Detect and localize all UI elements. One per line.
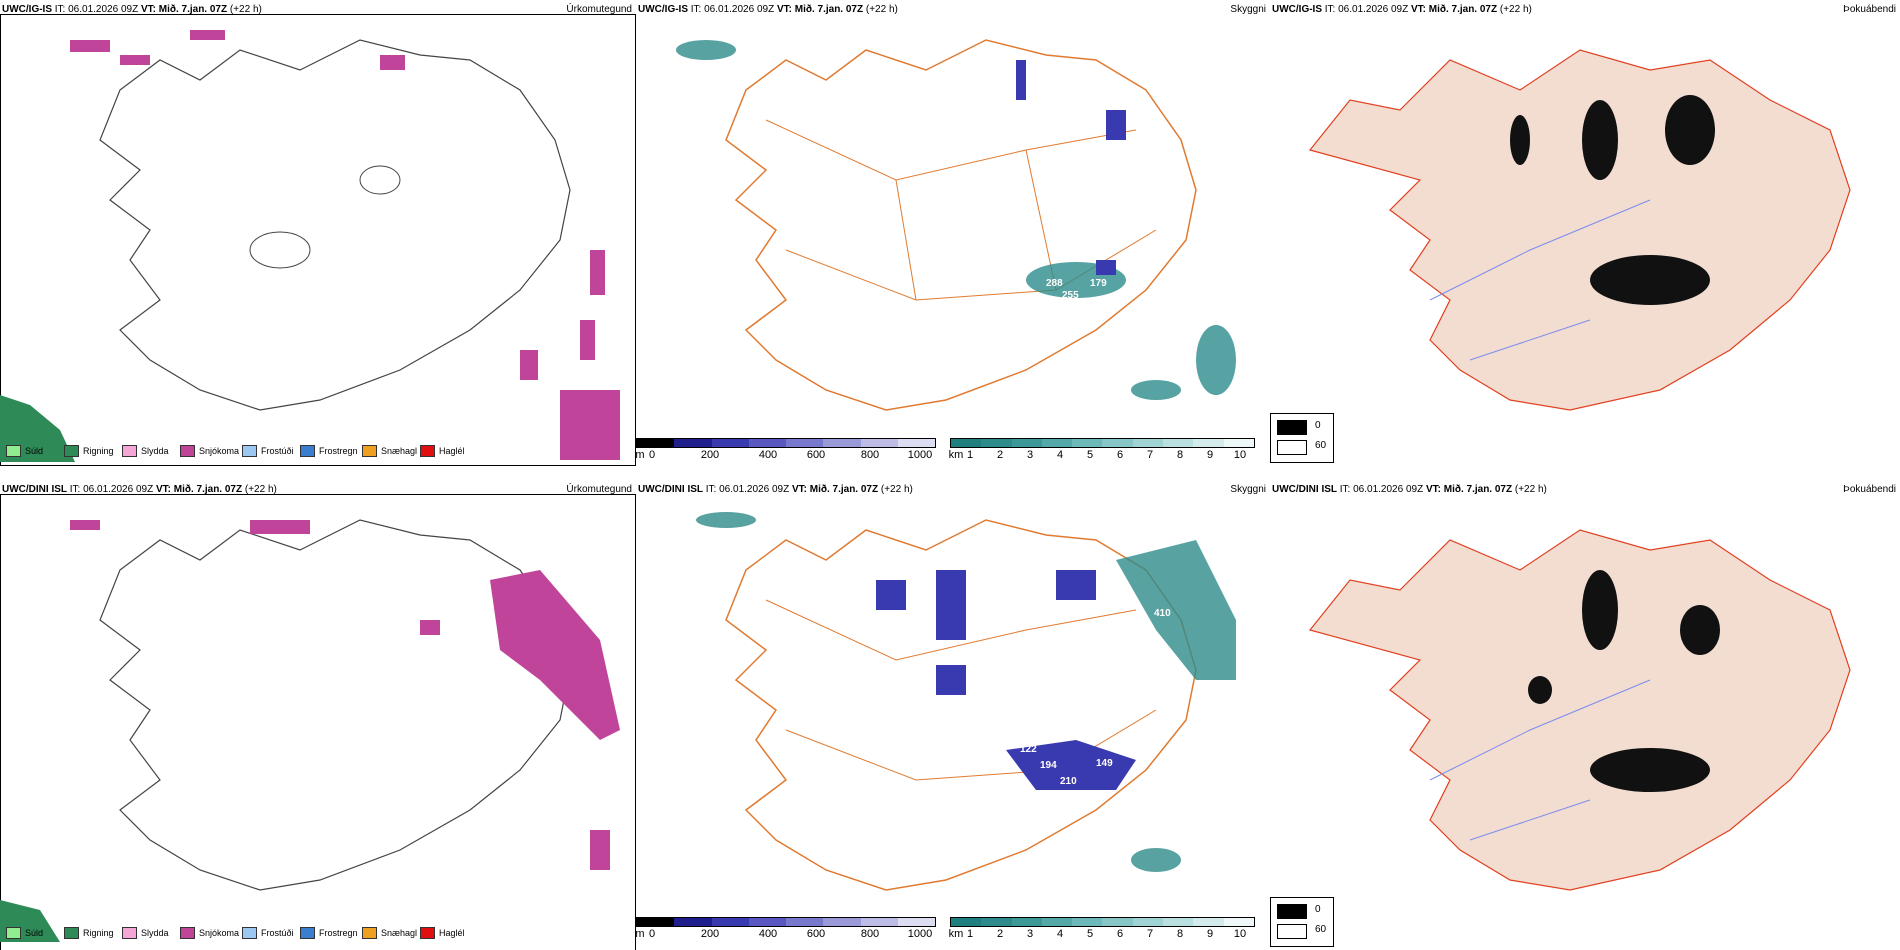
ceiling-colorbar: m 0 200 400 600 800 1000 <box>636 917 936 941</box>
panel-title: Þokuábendi <box>1843 484 1896 495</box>
precip-panel-dini: UWC/DINI ISL IT: 06.01.2026 09Z VT: Mið.… <box>0 480 636 950</box>
precip-map <box>0 30 620 462</box>
precip-legend: Súld Rigning Slydda Snjókoma Frostúði Fr… <box>0 922 636 944</box>
visibility-unit: km <box>948 449 964 461</box>
visibility-map <box>696 512 1236 891</box>
precip-legend: Súld Rigning Slydda Snjókoma Frostúði Fr… <box>0 440 636 462</box>
fog-panel-dini: UWC/DINI ISL IT: 06.01.2026 09Z VT: Mið.… <box>1270 480 1900 950</box>
panel-title: Skyggni <box>1230 484 1266 495</box>
panel-header: UWC/DINI ISL IT: 06.01.2026 09Z VT: Mið.… <box>638 484 1266 495</box>
panel-title: Úrkomutegund <box>566 484 632 495</box>
model-name: UWC/IG-IS <box>2 4 52 15</box>
visibility-colorbar: km 1 2 3 4 5 6 7 8 9 10 <box>949 917 1255 941</box>
cloud-legend-row2: 0 60 <box>1270 897 1334 947</box>
visibility-colorbar: km 1 2 3 4 5 6 7 8 9 10 <box>948 438 1255 462</box>
panel-header: UWC/IG-IS IT: 06.01.2026 09Z VT: Mið. 7.… <box>1272 4 1896 15</box>
iceland-outline <box>99 39 571 411</box>
visibility-patches <box>676 40 1236 400</box>
panel-title: Þokuábendi <box>1843 4 1896 15</box>
panel-header: UWC/IG-IS IT: 06.01.2026 09Z VT: Mið. 7.… <box>638 4 1266 15</box>
fog-map <box>1308 49 1851 411</box>
snow-patches <box>70 30 620 460</box>
precip-map <box>0 519 620 942</box>
panel-header: UWC/DINI ISL IT: 06.01.2026 09Z VT: Mið.… <box>2 484 632 495</box>
panel-header: UWC/IG-IS IT: 06.01.2026 09Z VT: Mið. 7.… <box>2 4 632 15</box>
panel-frame <box>0 494 636 950</box>
panel-frame <box>0 14 636 466</box>
fog-map <box>1308 529 1851 891</box>
visibility-map <box>676 39 1236 411</box>
ceiling-unit: m <box>636 449 645 461</box>
panel-title: Skyggni <box>1230 4 1266 15</box>
rivers <box>1429 199 1651 361</box>
panel-header: UWC/DINI ISL IT: 06.01.2026 09Z VT: Mið.… <box>1272 484 1896 495</box>
visibility-panel-ig: UWC/IG-IS IT: 06.01.2026 09Z VT: Mið. 7.… <box>636 0 1270 475</box>
cloud-legend-row1: 0 60 <box>1270 413 1334 463</box>
ceiling-patches <box>1016 60 1126 275</box>
visibility-panel-dini: UWC/DINI ISL IT: 06.01.2026 09Z VT: Mið.… <box>636 480 1270 950</box>
ceiling-colorbar: m 0 200 400 600 800 1000 <box>636 438 936 462</box>
fog-dark-areas <box>1510 95 1715 305</box>
fog-panel-ig: UWC/IG-IS IT: 06.01.2026 09Z VT: Mið. 7.… <box>1270 0 1900 475</box>
precip-panel-ig: UWC/IG-IS IT: 06.01.2026 09Z VT: Mið. 7.… <box>0 0 636 475</box>
panel-title: Úrkomutegund <box>566 4 632 15</box>
